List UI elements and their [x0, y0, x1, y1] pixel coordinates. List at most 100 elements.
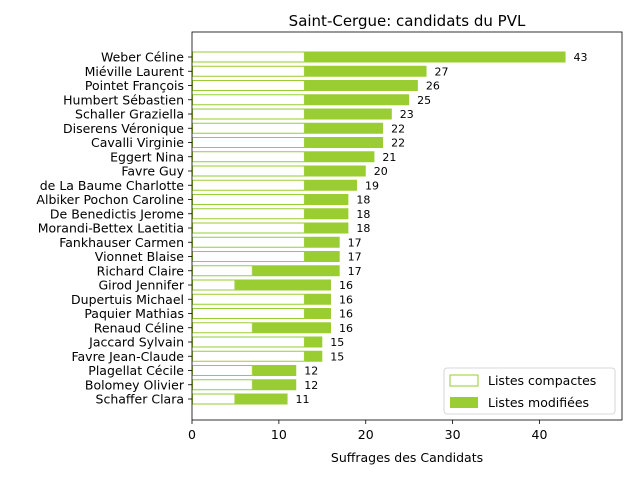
- bar-compactes: [192, 122, 305, 134]
- bar-compactes: [192, 65, 305, 77]
- value-label: 27: [435, 65, 449, 78]
- bar-modifiees: [304, 108, 392, 120]
- x-axis: 0 10 20 30 40: [188, 420, 547, 442]
- value-label: 18: [356, 194, 370, 207]
- value-label: 22: [391, 122, 405, 135]
- plot-frame: [191, 31, 623, 421]
- legend-swatch-modifiees: [450, 397, 478, 408]
- category-label: Weber Céline: [101, 50, 184, 65]
- bar-modifiees: [304, 94, 410, 106]
- category-label: Albiker Pochon Caroline: [36, 192, 184, 207]
- category-label: Diserens Véronique: [63, 121, 184, 136]
- bar-modifiees: [252, 322, 331, 334]
- value-label: 23: [400, 108, 414, 121]
- bar-compactes: [192, 236, 305, 248]
- bar-modifiees: [304, 51, 566, 63]
- category-label: Bolomey Olivier: [85, 377, 185, 392]
- value-label: 16: [339, 293, 353, 306]
- bar-compactes: [192, 208, 305, 220]
- bar-modifiees: [304, 80, 418, 91]
- bar-modifiees: [304, 65, 427, 77]
- value-label: 16: [339, 322, 353, 335]
- bar-compactes: [192, 265, 253, 277]
- bars-layer: [192, 51, 566, 405]
- category-label: Pointet François: [85, 78, 184, 93]
- category-label: de La Baume Charlotte: [40, 178, 185, 193]
- category-label: Jaccard Sylvain: [88, 335, 184, 350]
- bar-modifiees: [304, 151, 375, 163]
- value-label: 15: [330, 350, 344, 363]
- chart-title: Saint-Cergue: candidats du PVL: [289, 12, 526, 30]
- category-label: Favre Guy: [121, 164, 184, 179]
- value-label: 17: [348, 265, 362, 278]
- bar-compactes: [192, 94, 305, 106]
- bar-compactes: [192, 293, 305, 305]
- category-label: Schaller Graziella: [75, 107, 184, 122]
- bar-modifiees: [304, 336, 323, 348]
- value-label: 17: [348, 236, 362, 249]
- labels-layer: 4327262523222221201918181817171716161616…: [296, 51, 588, 406]
- category-label: Humbert Sébastien: [63, 92, 184, 107]
- value-label: 18: [356, 208, 370, 221]
- bar-compactes: [192, 80, 305, 91]
- x-tick-label: 0: [188, 427, 196, 442]
- bar-modifiees: [304, 350, 323, 362]
- category-label: Eggert Nina: [110, 149, 184, 164]
- bar-compactes: [192, 336, 305, 348]
- bar-modifiees: [235, 393, 288, 405]
- bar-compactes: [192, 251, 305, 262]
- bar-modifiees: [304, 236, 340, 248]
- bar-modifiees: [304, 194, 349, 205]
- bar-modifiees: [252, 379, 297, 391]
- bar-modifiees: [304, 122, 384, 134]
- bar-modifiees: [252, 365, 297, 376]
- value-label: 12: [304, 379, 318, 392]
- category-label: Vionnet Blaise: [95, 249, 185, 264]
- category-label: De Benedictis Jerome: [50, 206, 184, 221]
- value-label: 16: [339, 308, 353, 321]
- category-label: Dupertuis Michael: [71, 292, 184, 307]
- bar-compactes: [192, 279, 236, 291]
- bar-compactes: [192, 51, 305, 63]
- bar-compactes: [192, 365, 253, 376]
- value-label: 25: [417, 94, 431, 107]
- bar-modifiees: [304, 293, 331, 305]
- value-label: 20: [374, 165, 388, 178]
- category-label: Favre Jean-Claude: [71, 349, 184, 364]
- legend-box: [443, 367, 616, 415]
- value-label: 11: [296, 393, 310, 406]
- legend-label-modifiees: Listes modifiées: [488, 395, 589, 410]
- bar-compactes: [192, 137, 305, 148]
- value-label: 12: [304, 365, 318, 378]
- bar-modifiees: [304, 251, 340, 262]
- bar-compactes: [192, 194, 305, 205]
- bar-compactes: [192, 179, 305, 191]
- value-label: 21: [382, 151, 396, 164]
- bar-compactes: [192, 165, 305, 177]
- bar-modifiees: [304, 208, 349, 220]
- category-label: Girod Jennifer: [98, 278, 184, 293]
- legend-swatch-compactes: [449, 374, 479, 387]
- x-axis-title: Suffrages des Candidats: [331, 450, 483, 465]
- value-label: 16: [339, 279, 353, 292]
- value-label: 15: [330, 336, 344, 349]
- category-label: Fankhauser Carmen: [59, 235, 184, 250]
- category-label: Paquier Mathias: [84, 306, 184, 321]
- bar-modifiees: [304, 165, 366, 177]
- bar-modifiees: [252, 265, 340, 277]
- category-label: Schaffer Clara: [96, 392, 184, 407]
- bar-compactes: [192, 350, 305, 362]
- category-label: Cavalli Virginie: [91, 135, 184, 150]
- bar-compactes: [192, 322, 253, 334]
- value-label: 22: [391, 137, 405, 150]
- bar-modifiees: [304, 179, 358, 191]
- x-tick-label: 10: [271, 427, 287, 442]
- value-label: 43: [574, 51, 588, 64]
- bar-modifiees: [304, 222, 349, 234]
- value-label: 26: [426, 80, 440, 93]
- category-label: Plagellat Cécile: [88, 363, 184, 378]
- legend: Listes compactes Listes modifiées: [443, 367, 616, 415]
- bar-compactes: [192, 393, 236, 405]
